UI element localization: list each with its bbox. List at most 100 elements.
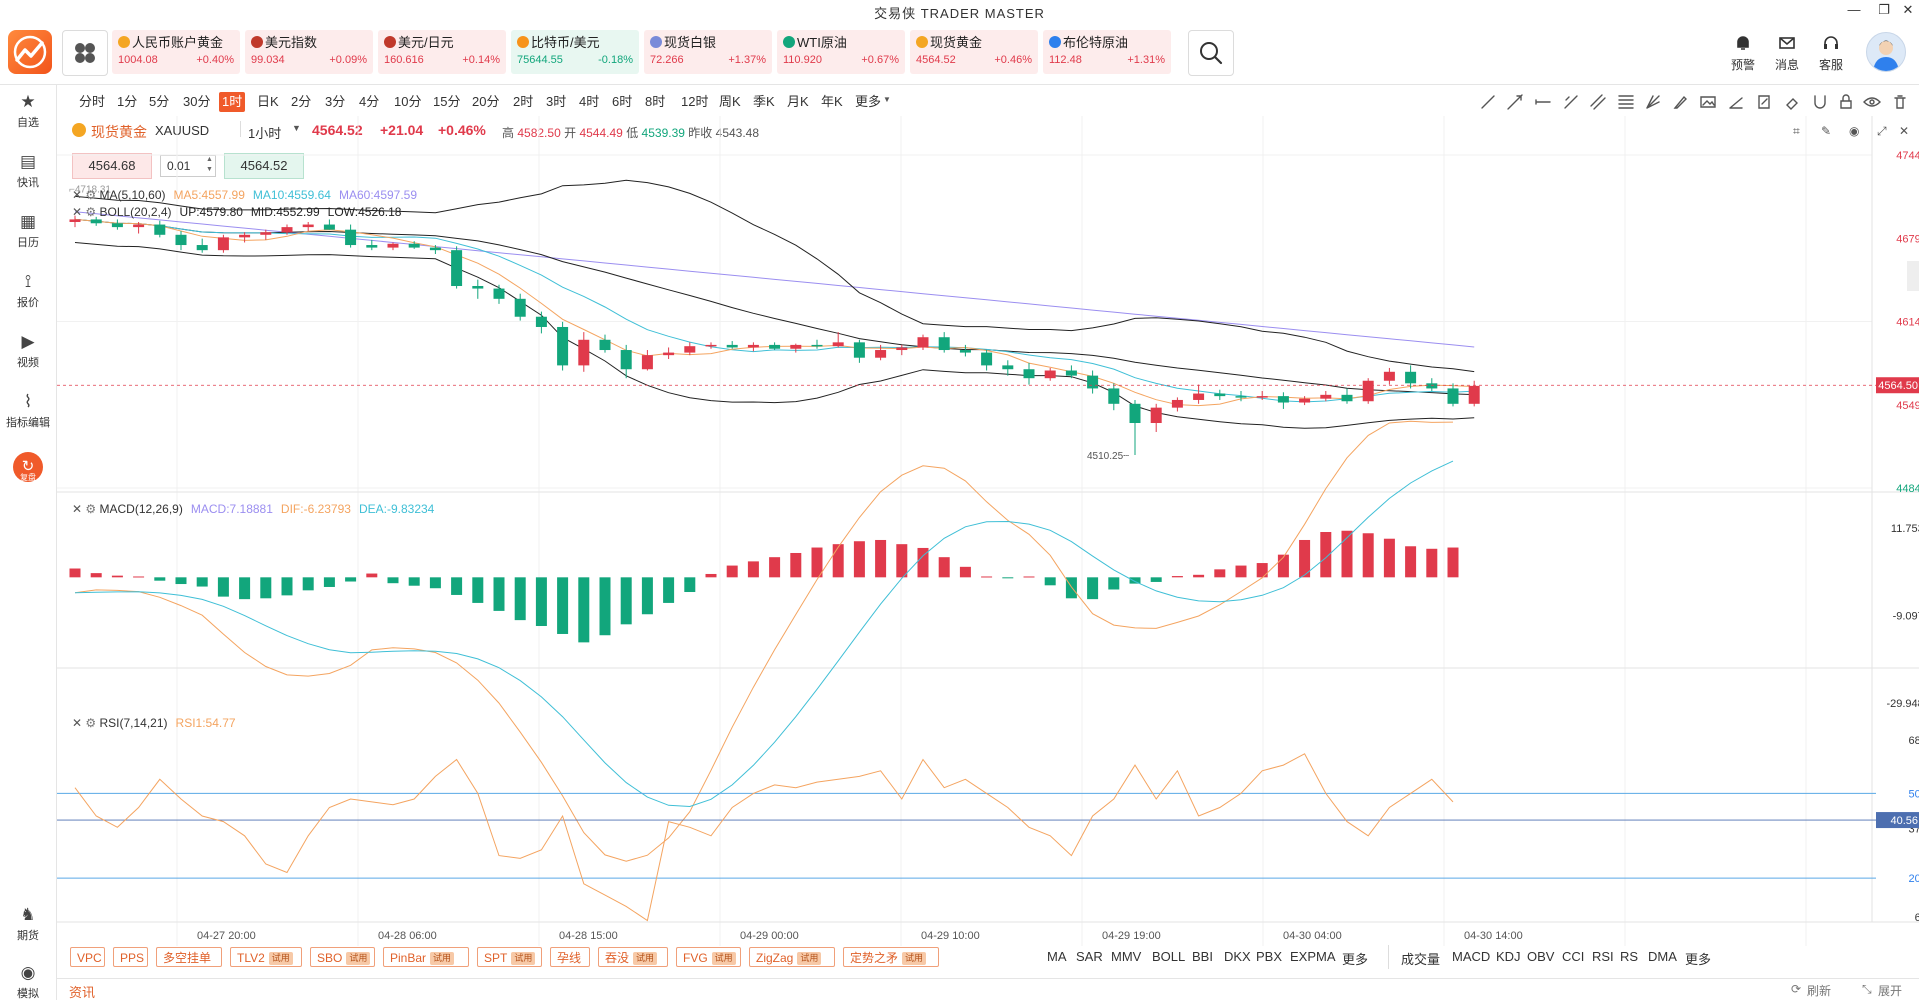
period-tab[interactable]: 15分 [433, 94, 461, 109]
apps-grid-icon[interactable] [62, 30, 108, 76]
indicator-button[interactable]: PinBar 试用 [383, 947, 469, 967]
sub-indicator-tab[interactable]: RS [1620, 949, 1639, 964]
indicator-button[interactable]: 定势之矛 试用 [843, 947, 939, 967]
expand-icon[interactable]: ⤡ [1862, 982, 1872, 996]
close-icon[interactable]: ✕ [72, 205, 86, 219]
message-button[interactable]: 消息 [1767, 34, 1807, 73]
chart-setting-icon[interactable]: ⌗ [1793, 124, 1800, 138]
search-button[interactable] [1188, 30, 1234, 76]
chart-canvas[interactable]: 4744.32 4679.30 4614.28 4549.26 4484.24 4564.… [57, 116, 1919, 946]
gear-icon[interactable]: ⚙ [85, 205, 100, 219]
main-indicator-tab[interactable]: MA [1047, 949, 1067, 964]
main-indicator-tab[interactable]: PBX [1256, 949, 1283, 964]
indicator-button[interactable]: 多空挂单 [156, 947, 222, 967]
main-indicator-tab[interactable]: 更多 [1342, 952, 1369, 967]
sub-indicator-tab[interactable]: 成交量 [1401, 952, 1441, 967]
indicator-button[interactable]: 孕线 [550, 947, 590, 967]
quote-card[interactable]: 比特币/美元 75644.55 -0.18% [511, 30, 639, 74]
period-tab[interactable]: 3时 [546, 94, 567, 109]
ask-price-button[interactable]: 4564.68 [72, 153, 152, 179]
sidebar-item-indicator-edit[interactable]: ⌇ 指标编辑 [0, 392, 56, 430]
parallel-icon[interactable] [1588, 92, 1608, 112]
sidebar-item-watchlist[interactable]: ★ 自选 [0, 92, 56, 130]
sub-indicator-tab[interactable]: 更多 [1685, 952, 1712, 967]
trend-angle-icon[interactable] [1726, 92, 1746, 112]
period-tab[interactable]: 2分 [291, 94, 312, 109]
close-icon[interactable]: ✕ [72, 188, 86, 202]
eye-icon[interactable] [1862, 92, 1882, 112]
gear-icon[interactable]: ⚙ [85, 502, 100, 516]
interval-select[interactable]: 1小时 [248, 126, 282, 141]
magnet-icon[interactable] [1810, 92, 1830, 112]
chevron-down-icon[interactable]: ▼ [292, 123, 301, 133]
main-indicator-tab[interactable]: SAR [1076, 949, 1103, 964]
extended-line-icon[interactable] [1505, 92, 1525, 112]
close-pane-icon[interactable]: ✕ [1899, 124, 1910, 138]
lock-icon[interactable] [1836, 92, 1856, 112]
trash-icon[interactable] [1890, 92, 1910, 112]
service-button[interactable]: 客服 [1811, 34, 1851, 73]
chevron-down-icon[interactable]: ▼ [883, 95, 891, 104]
period-tab[interactable]: 4分 [359, 94, 380, 109]
sub-indicator-tab[interactable]: KDJ [1496, 949, 1521, 964]
sidebar-item-news-flash[interactable]: ▤ 快讯 [0, 152, 56, 190]
indicator-button[interactable]: 吞没 试用 [598, 947, 668, 967]
main-indicator-tab[interactable]: BOLL [1152, 949, 1186, 964]
period-tab[interactable]: 季K [753, 94, 775, 109]
indicator-button[interactable]: TLV2 试用 [230, 947, 302, 967]
sub-indicator-tab[interactable]: DMA [1648, 949, 1677, 964]
sub-indicator-tab[interactable]: OBV [1527, 949, 1555, 964]
quote-card[interactable]: 人民币账户黄金 1004.08 +0.40% [112, 30, 240, 74]
fib-icon[interactable] [1616, 92, 1636, 112]
period-tab[interactable]: 6时 [612, 94, 633, 109]
quote-card[interactable]: 现货白银 72.266 +1.37% [644, 30, 772, 74]
brush-icon[interactable] [1671, 92, 1691, 112]
sidebar-item-futures[interactable]: ♞ 期货 [0, 905, 56, 943]
period-tab[interactable]: 2时 [513, 94, 534, 109]
quote-card[interactable]: WTI原油 110.920 +0.67% [777, 30, 905, 74]
period-tab[interactable]: 20分 [472, 94, 500, 109]
indicator-button[interactable]: SPT 试用 [477, 947, 542, 967]
arrow-line-icon[interactable] [1561, 92, 1581, 112]
sidebar-item-replay[interactable]: ↻ 复盘 [0, 452, 56, 482]
close-icon[interactable]: ✕ [72, 716, 86, 730]
period-tab[interactable]: 3分 [325, 94, 346, 109]
period-tab[interactable]: 5分 [149, 94, 170, 109]
sidebar-item-quotes[interactable]: ⟟ 报价 [0, 272, 56, 310]
main-indicator-tab[interactable]: MMV [1111, 949, 1142, 964]
main-indicator-tab[interactable]: BBI [1192, 949, 1213, 964]
sidebar-item-simulate[interactable]: ◉ 模拟 [0, 963, 56, 1001]
sub-indicator-tab[interactable]: MACD [1452, 949, 1491, 964]
period-tab[interactable]: 年K [821, 94, 843, 109]
main-indicator-tab[interactable]: EXPMA [1290, 949, 1336, 964]
gann-icon[interactable] [1643, 92, 1663, 112]
pencil-icon[interactable]: ✎ [1821, 124, 1832, 138]
indicator-button[interactable]: SBO 试用 [310, 947, 375, 967]
collapse-handle[interactable] [1907, 261, 1919, 291]
hline-icon[interactable] [1533, 92, 1553, 112]
period-tab[interactable]: 10分 [394, 94, 422, 109]
user-avatar[interactable] [1866, 32, 1906, 72]
period-tab[interactable]: 分时 [79, 94, 106, 109]
gear-icon[interactable]: ⚙ [85, 716, 100, 730]
sub-indicator-tab[interactable]: CCI [1562, 949, 1585, 964]
quote-card[interactable]: 美元指数 99.034 +0.09% [245, 30, 373, 74]
news-label[interactable]: 资讯 [69, 985, 96, 1000]
period-tab[interactable]: 1时 [219, 92, 246, 112]
minimize-icon[interactable]: — [1847, 2, 1861, 17]
indicator-button[interactable]: PPS [113, 947, 148, 967]
period-tab[interactable]: 周K [719, 94, 741, 109]
alert-button[interactable]: 预警 [1723, 34, 1763, 73]
period-tab[interactable]: 8时 [645, 94, 666, 109]
period-tab[interactable]: 月K [787, 94, 809, 109]
sub-indicator-tab[interactable]: RSI [1592, 949, 1614, 964]
period-tab[interactable]: 4时 [579, 94, 600, 109]
period-tab[interactable]: 日K [257, 94, 279, 109]
quote-card[interactable]: 布伦特原油 112.48 +1.31% [1043, 30, 1171, 74]
sidebar-item-calendar[interactable]: ▦ 日历 [0, 212, 56, 250]
indicator-button[interactable]: ZigZag 试用 [749, 947, 835, 967]
restore-icon[interactable]: ❐ [1878, 2, 1890, 17]
edit-note-icon[interactable] [1755, 92, 1775, 112]
refresh-icon[interactable]: ⟳ [1791, 982, 1802, 996]
image-icon[interactable] [1698, 92, 1718, 112]
